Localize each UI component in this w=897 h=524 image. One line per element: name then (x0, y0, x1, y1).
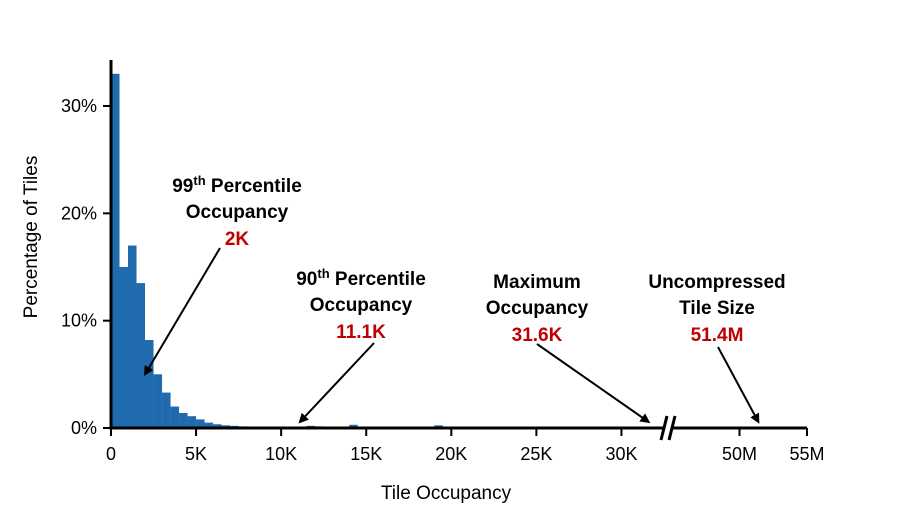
y-tick-label: 30% (61, 96, 97, 116)
annotation-title: Uncompressed (648, 272, 785, 293)
histogram-bar (204, 422, 214, 428)
x-tick-label: 30K (605, 444, 637, 464)
annotation-title: 99th Percentile (172, 173, 302, 197)
x-tick-label: 50M (722, 444, 757, 464)
annotation-value: 51.4M (691, 325, 744, 346)
histogram-bar (213, 424, 222, 428)
annotation-subtitle: Tile Size (679, 298, 755, 319)
histogram-bar (136, 283, 146, 428)
histogram-bar (162, 392, 171, 428)
x-tick-label: 20K (435, 444, 467, 464)
annotation-title: 90th Percentile (296, 266, 426, 290)
axis-break-mark (659, 415, 669, 441)
histogram-bar (153, 374, 163, 428)
x-axis-title: Tile Occupancy (381, 483, 512, 504)
y-tick-label: 0% (71, 418, 97, 438)
y-axis-title: Percentage of Tiles (21, 156, 42, 319)
annotation-title: Maximum (493, 272, 581, 293)
histogram-bar (349, 424, 358, 428)
x-tick-label: 15K (350, 444, 382, 464)
y-tick-label: 10% (61, 311, 97, 331)
annotation-subtitle: Occupancy (310, 295, 413, 316)
annotation-arrow (144, 247, 221, 377)
annotation-arrow (717, 346, 760, 424)
histogram-bar (128, 245, 137, 428)
histogram-bar (111, 73, 120, 429)
histogram-bar (119, 267, 129, 428)
annotation-arrow (298, 342, 375, 424)
annotation-subtitle: Occupancy (186, 202, 289, 223)
axis-break-gap (664, 426, 672, 430)
x-tick-label: 5K (185, 444, 207, 464)
y-tick-label: 20% (61, 203, 97, 223)
annotation-value: 11.1K (336, 322, 386, 343)
histogram-bar (196, 419, 205, 428)
x-tick-label: 55M (789, 444, 824, 464)
histogram-bar (170, 406, 180, 428)
annotation-subtitle: Occupancy (486, 298, 589, 319)
x-tick-label: 25K (520, 444, 552, 464)
x-tick-label: 10K (265, 444, 297, 464)
histogram-bar (187, 416, 197, 428)
annotation-value: 2K (225, 229, 250, 250)
annotation-value: 31.6K (512, 325, 563, 346)
x-tick-label: 0 (106, 444, 116, 464)
histogram-bar (179, 412, 188, 428)
axis-break-mark (667, 415, 677, 441)
annotation-arrow (536, 343, 651, 424)
histogram-bar (145, 339, 154, 428)
